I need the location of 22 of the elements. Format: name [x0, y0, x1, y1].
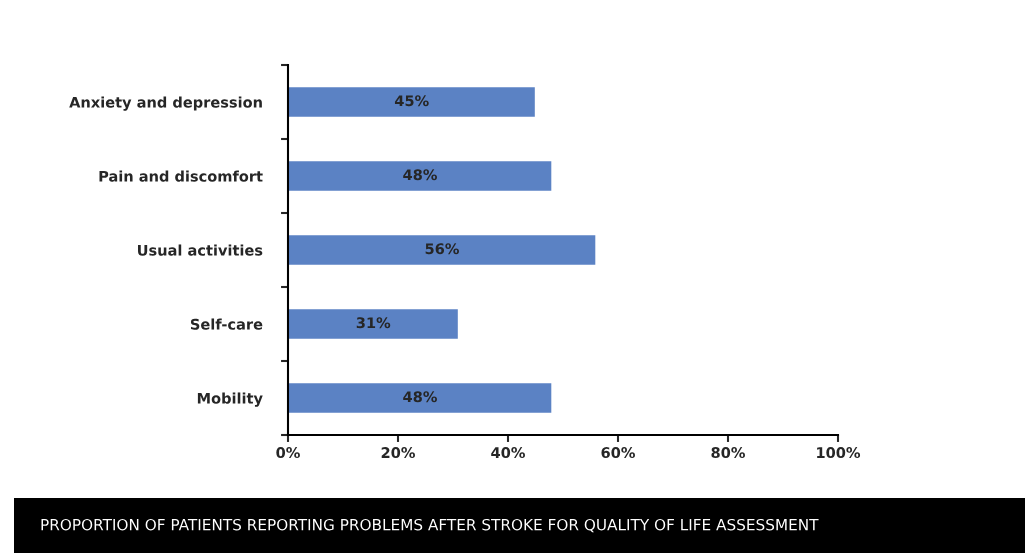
bar	[288, 85, 537, 119]
x-tick-label: 80%	[711, 447, 745, 459]
y-tick-label: Self-care	[190, 318, 263, 330]
bar	[288, 233, 597, 267]
y-tick-label: Pain and discomfort	[99, 170, 263, 182]
x-tick-label: 100%	[817, 447, 861, 459]
data-label: 48%	[403, 391, 437, 403]
data-label: 56%	[425, 243, 459, 255]
bar	[288, 381, 553, 415]
bar	[288, 307, 460, 341]
bar	[288, 159, 553, 193]
y-tick-label: Mobility	[197, 392, 263, 407]
y-tick-label: Anxiety and depression	[69, 96, 262, 111]
y-tick-label: Usual activities	[138, 244, 263, 256]
x-tick-label: 60%	[601, 447, 635, 459]
x-tick-label: 0%	[276, 447, 300, 459]
data-label: 48%	[403, 169, 437, 181]
x-tick-label: 40%	[491, 447, 525, 459]
text: PROPORTION OF PATIENTS REPORTING PROBLEMS AFTER STROKE FOR QUALITY OF LIFE ASSESSMENT	[41, 518, 819, 533]
data-label: 31%	[356, 317, 391, 329]
x-tick-label: 20%	[381, 447, 415, 459]
data-label: 45%	[394, 95, 429, 107]
